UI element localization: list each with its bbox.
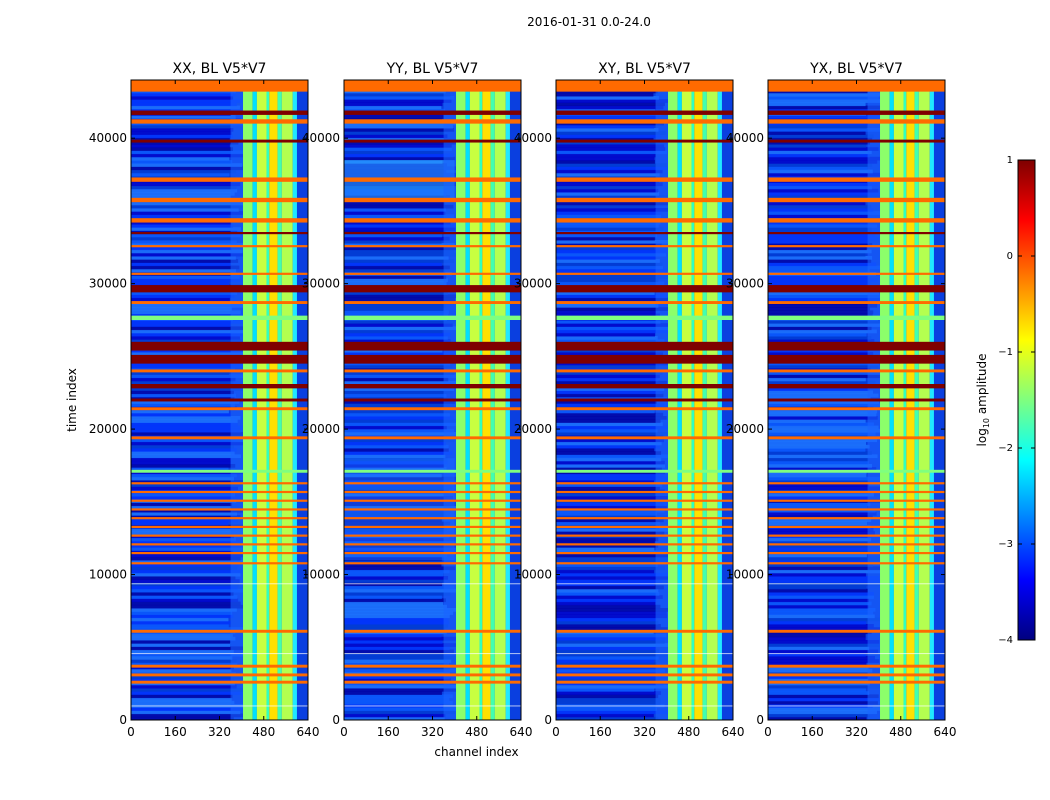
colorbar-gradient bbox=[1017, 159, 1036, 641]
colorbar-tick-label: 0 bbox=[1007, 251, 1013, 262]
y-tick-label: 20000 bbox=[726, 422, 764, 436]
x-tick-label: 640 bbox=[934, 725, 957, 739]
y-tick-label: 0 bbox=[119, 713, 127, 727]
x-tick-label: 160 bbox=[164, 725, 187, 739]
x-tick-label: 320 bbox=[421, 725, 444, 739]
x-tick-label: 160 bbox=[589, 725, 612, 739]
y-tick-label: 0 bbox=[756, 713, 764, 727]
x-tick-label: 0 bbox=[340, 725, 348, 739]
x-tick-label: 640 bbox=[297, 725, 320, 739]
heatmap-image bbox=[768, 80, 945, 720]
y-tick-label: 10000 bbox=[89, 568, 127, 582]
y-axis-label: time index bbox=[65, 368, 79, 432]
x-tick-label: 160 bbox=[377, 725, 400, 739]
panel-title: XX, BL V5*V7 bbox=[173, 61, 267, 77]
heatmap-image bbox=[556, 80, 733, 720]
y-tick-label: 40000 bbox=[302, 131, 340, 145]
x-tick-label: 640 bbox=[722, 725, 745, 739]
panel-title: YY, BL V5*V7 bbox=[386, 61, 479, 77]
x-tick-label: 320 bbox=[208, 725, 231, 739]
colorbar-ticks: 1 0 −1 −2 −3 −4 bbox=[998, 155, 1035, 646]
figure-title: 2016-01-31 0.0-24.0 bbox=[527, 15, 651, 29]
panel-xy: XY, BL V5*V7 0 160 320 480 640 0 10000 20000 3000… bbox=[514, 61, 745, 739]
panel-yx: YX, BL V5*V7 0 160 320 480 640 0 10000 20000 3000… bbox=[726, 61, 957, 739]
y-tick-label: 0 bbox=[332, 713, 340, 727]
y-tick-label: 0 bbox=[544, 713, 552, 727]
y-tick-label: 40000 bbox=[726, 131, 764, 145]
y-tick-label: 10000 bbox=[514, 568, 552, 582]
x-tick-label: 0 bbox=[764, 725, 772, 739]
x-tick-label: 480 bbox=[889, 725, 912, 739]
y-tick-label: 40000 bbox=[89, 131, 127, 145]
x-tick-label: 320 bbox=[633, 725, 656, 739]
colorbar-tick-label: −3 bbox=[998, 539, 1013, 550]
y-tick-label: 30000 bbox=[302, 277, 340, 291]
y-tick-label: 20000 bbox=[302, 422, 340, 436]
y-tick-label: 10000 bbox=[726, 568, 764, 582]
colorbar-tick-label: −2 bbox=[998, 443, 1013, 454]
colorbar-label: log10 amplitude bbox=[975, 354, 991, 447]
x-tick-label: 480 bbox=[252, 725, 275, 739]
heatmap-image bbox=[131, 80, 308, 720]
x-tick-label: 160 bbox=[801, 725, 824, 739]
panel-xx: XX, BL V5*V7 0 160 320 480 640 0 10000 20000 3000… bbox=[65, 61, 319, 739]
heatmap-image bbox=[344, 80, 521, 720]
x-tick-label: 0 bbox=[552, 725, 560, 739]
x-tick-label: 480 bbox=[677, 725, 700, 739]
x-tick-label: 0 bbox=[127, 725, 135, 739]
colorbar: 1 0 −1 −2 −3 −4 log10 amplitude bbox=[975, 155, 1036, 646]
panel-title: YX, BL V5*V7 bbox=[809, 61, 903, 77]
y-tick-label: 30000 bbox=[89, 277, 127, 291]
panels: XX, BL V5*V7 0 160 320 480 640 0 10000 20000 3000… bbox=[65, 61, 956, 759]
y-tick-label: 30000 bbox=[726, 277, 764, 291]
x-tick-label: 320 bbox=[845, 725, 868, 739]
y-tick-label: 10000 bbox=[302, 568, 340, 582]
colorbar-tick-label: −4 bbox=[998, 635, 1013, 646]
colorbar-tick-label: −1 bbox=[998, 347, 1013, 358]
y-tick-label: 20000 bbox=[89, 422, 127, 436]
panel-yy: YY, BL V5*V7 0 160 320 480 640 0 10000 20000 3000… bbox=[302, 61, 533, 759]
colorbar-tick-label: 1 bbox=[1007, 155, 1013, 166]
y-tick-label: 40000 bbox=[514, 131, 552, 145]
x-axis-label: channel index bbox=[434, 745, 518, 759]
y-tick-label: 30000 bbox=[514, 277, 552, 291]
x-tick-label: 480 bbox=[465, 725, 488, 739]
panel-title: XY, BL V5*V7 bbox=[598, 61, 691, 77]
x-tick-label: 640 bbox=[510, 725, 533, 739]
y-tick-label: 20000 bbox=[514, 422, 552, 436]
